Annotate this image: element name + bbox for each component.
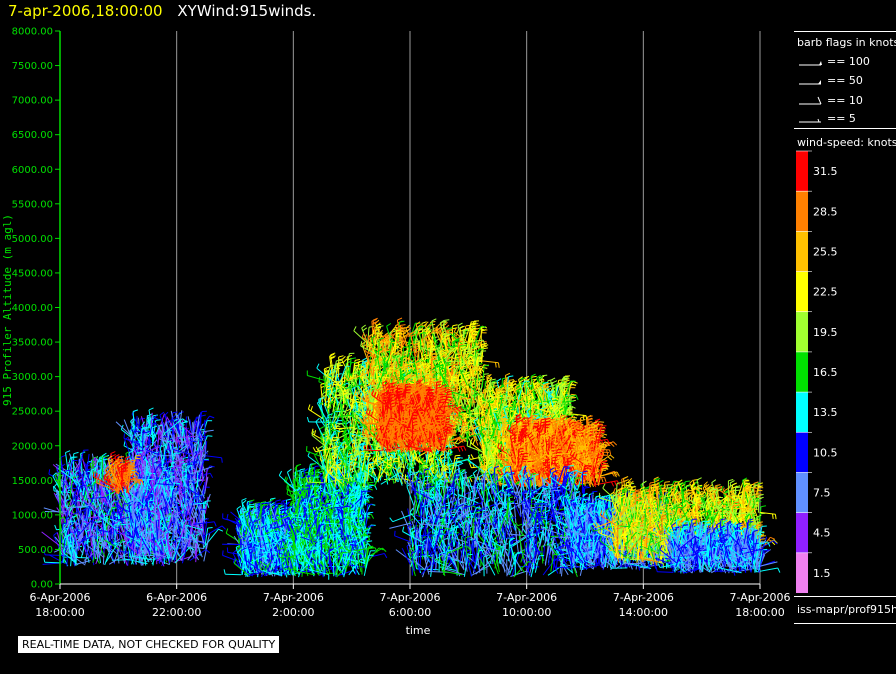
wind-barb-feather (48, 469, 51, 475)
wind-barb-feather (209, 473, 214, 478)
wind-barb-feather (218, 528, 224, 532)
wind-barb-feather (123, 433, 125, 439)
wind-barb-feather (287, 468, 292, 473)
wind-barb-feather (194, 531, 200, 533)
wind-barb-feather (213, 521, 217, 527)
wind-barb-feather (206, 502, 210, 508)
wind-barb-feather (209, 415, 215, 419)
wind-barb-feather (225, 528, 229, 534)
wind-barb-feather (367, 487, 373, 491)
wind-barb-feather (367, 483, 374, 486)
wind-barb-feather (226, 513, 229, 520)
wind-barb-feather (172, 411, 178, 414)
wind-barb-feather (286, 498, 292, 501)
wind-barb-feather (223, 569, 226, 575)
wind-barb-feather (383, 553, 388, 559)
wind-barb (158, 515, 161, 540)
wind-barb (91, 477, 100, 494)
wind-barb-feather (148, 478, 154, 481)
wind-barb-feather (102, 455, 108, 458)
wind-barb-feather (165, 450, 171, 454)
wind-barb-feather (315, 468, 321, 471)
wind-barb-feather (367, 511, 373, 514)
wind-barb (74, 560, 91, 566)
wind-barb-feather (275, 499, 281, 502)
wind-barb-feather (110, 451, 116, 455)
wind-barb-feather (65, 450, 71, 454)
wind-barb-feather (221, 525, 226, 530)
wind-barb-feather (54, 524, 57, 530)
wind-barb-feather (207, 435, 213, 437)
wind-barb-feather (242, 499, 247, 504)
wind-barb-feather (303, 472, 309, 474)
wind-barb-feather (73, 451, 79, 455)
wind-barb (105, 526, 116, 545)
wind-barb-feather (159, 411, 165, 416)
wind-barb-feather (300, 468, 306, 471)
wind-barb-feather (183, 456, 189, 459)
wind-barb-feather (60, 454, 66, 458)
wind-barb-feather (132, 409, 139, 412)
wind-barb-feather (96, 478, 98, 484)
wind-barb-feather (270, 497, 276, 500)
wind-barb-feather (102, 452, 107, 457)
wind-barb-feather (53, 531, 58, 536)
wind-barb (64, 489, 66, 507)
wind-barb-feather (148, 407, 154, 411)
wind-barb (205, 455, 222, 459)
wind-barb (263, 520, 266, 538)
wind-barb-feather (152, 425, 158, 429)
wind-barb-feather (148, 499, 154, 502)
wind-barb-feather (52, 486, 55, 492)
wind-barb-feather (87, 557, 90, 563)
wind-barb-feather (370, 513, 375, 519)
wind-barb-feather (200, 414, 206, 417)
wind-barb (225, 573, 242, 576)
wind-barb-feather (226, 547, 229, 553)
wind-barb-feather (43, 557, 46, 563)
wind-barb-feather (236, 505, 242, 510)
wind-barb-feather (268, 498, 274, 503)
wind-barb (153, 468, 155, 487)
wind-barb-feather (221, 457, 223, 463)
wind-barb-feather (164, 411, 169, 417)
wind-barbs (41, 317, 781, 580)
wind-barb (44, 561, 61, 564)
wind-barb-feather (232, 549, 237, 554)
wind-barb-feather (222, 550, 224, 556)
wind-barb (100, 533, 104, 556)
wind-barb-feather (207, 527, 213, 529)
wind-barb-feather (99, 479, 101, 485)
wind-barb-feather (191, 440, 197, 443)
wind-barb (84, 539, 94, 561)
wind-barb (270, 539, 273, 562)
